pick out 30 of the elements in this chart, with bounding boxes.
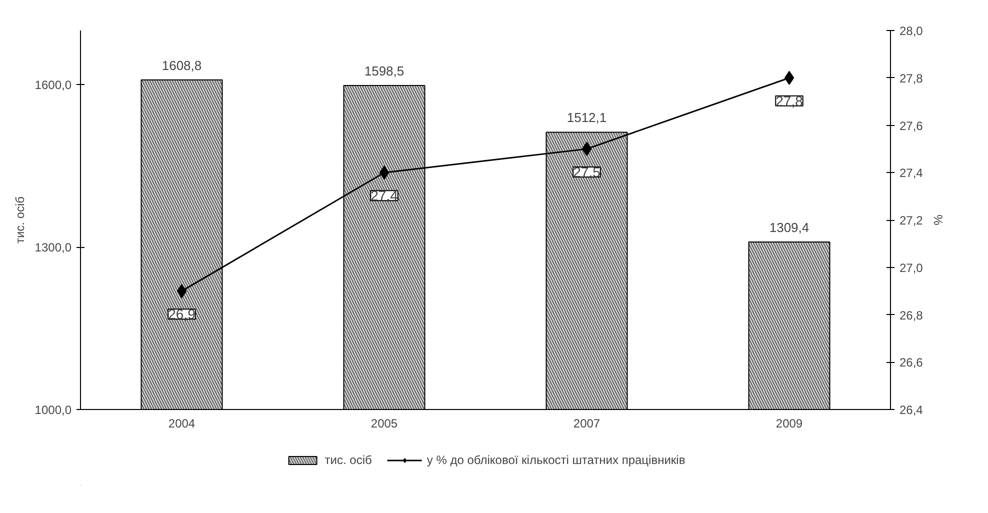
point (379, 166, 390, 180)
y2-tick-label: 27,6 (900, 118, 924, 133)
point (784, 70, 794, 85)
x-tick-label: 2005 (370, 416, 398, 430)
y-tick-label: 1600,0 (34, 78, 72, 92)
data-label: 1598,5 (364, 63, 404, 78)
y2-tick-label: 26,6 (900, 356, 924, 370)
y2-tick-label: 26,4 (900, 403, 924, 417)
point (176, 284, 187, 298)
data-label: 1309,4 (769, 220, 810, 235)
y2-tick-label: 27,8 (900, 71, 924, 86)
y-tick-label: 1000,0 (34, 403, 72, 417)
data-label: 1608,8 (162, 58, 202, 73)
y-tick-label: 1300,0 (34, 240, 72, 255)
data-label: 27,8 (776, 92, 804, 109)
y2-axis-title: % (930, 214, 945, 226)
legend-label: тис. осіб (324, 453, 372, 467)
legend-label: у % до облікової кількості штатних працівників (426, 453, 686, 467)
data-label: 1512,1 (566, 110, 607, 126)
y2-tick-label: 27,0 (900, 260, 924, 275)
y-axis-title: тис. осіб (12, 196, 27, 244)
data-label: 27,5 (573, 164, 601, 180)
y2-tick-label: 27,4 (900, 166, 924, 180)
x-tick-label: 2004 (168, 416, 196, 430)
x-tick-label: 2007 (573, 416, 600, 430)
y2-tick-label: 28,0 (900, 24, 924, 38)
point (582, 142, 592, 156)
y2-tick-label: 26,8 (900, 308, 924, 322)
y2-tick-label: 27,2 (900, 214, 924, 228)
x-tick-label: 2009 (776, 416, 803, 430)
